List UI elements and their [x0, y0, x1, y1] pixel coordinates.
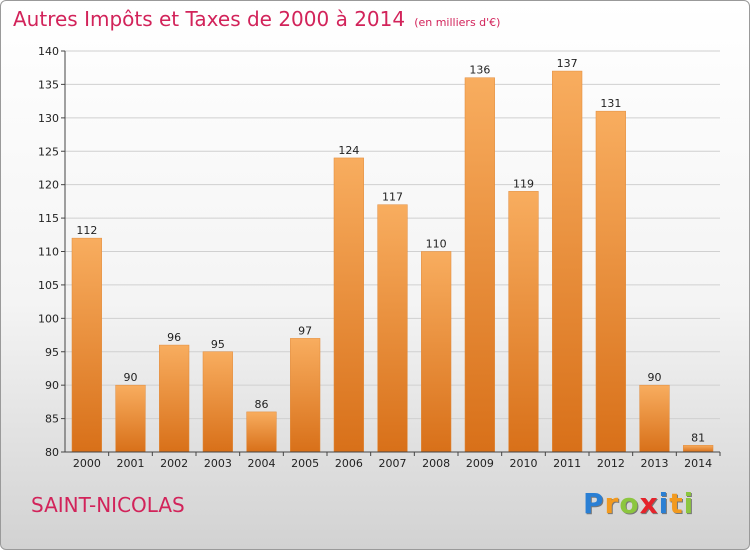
data-label: 131	[600, 97, 621, 110]
y-tick-label: 80	[45, 446, 59, 459]
x-tick-label: 2008	[422, 457, 450, 470]
bar	[464, 77, 495, 453]
data-label: 90	[124, 371, 138, 384]
x-tick-label: 2004	[248, 457, 276, 470]
x-tick-label: 2011	[553, 457, 581, 470]
proxiti-logo: Proxiti	[583, 487, 694, 520]
bar	[377, 204, 408, 453]
logo-letter: i	[683, 487, 695, 520]
chart-title-unit: (en milliers d'€)	[414, 16, 501, 29]
labels: 80 85 90 95 100 105 110 115 120 125 130 135 140 112 20…	[38, 45, 712, 470]
y-tick-label: 90	[45, 379, 59, 392]
logo-letter: x	[639, 487, 659, 520]
logo-letter: o	[619, 487, 640, 520]
logo-letter: P	[583, 487, 605, 520]
x-tick-label: 2009	[466, 457, 494, 470]
bar	[421, 251, 452, 453]
bar	[595, 110, 626, 453]
chart-title: Autres Impôts et Taxes de 2000 à 2014 (e…	[13, 7, 500, 31]
bar	[290, 338, 321, 453]
data-label: 124	[338, 144, 359, 157]
bar	[333, 157, 364, 453]
y-tick-label: 110	[38, 246, 59, 259]
y-tick-label: 130	[38, 112, 59, 125]
data-label: 96	[167, 331, 181, 344]
x-tick-label: 2003	[204, 457, 232, 470]
y-tick-label: 125	[38, 145, 59, 158]
y-tick-label: 135	[38, 78, 59, 91]
bar	[115, 384, 146, 453]
y-tick-label: 100	[38, 312, 59, 325]
axes	[61, 50, 721, 456]
logo-letter: i	[658, 487, 670, 520]
data-label: 86	[255, 398, 269, 411]
y-tick-label: 140	[38, 45, 59, 58]
x-tick-label: 2002	[160, 457, 188, 470]
y-tick-label: 120	[38, 179, 59, 192]
commune-name: SAINT-NICOLAS	[31, 493, 185, 517]
data-label: 112	[76, 224, 97, 237]
y-tick-label: 95	[45, 346, 59, 359]
x-tick-label: 2006	[335, 457, 363, 470]
bar	[159, 344, 190, 453]
bar	[246, 411, 277, 453]
bar	[683, 445, 714, 453]
chart-title-main: Autres Impôts et Taxes de 2000 à 2014	[13, 7, 406, 31]
bar	[552, 70, 583, 453]
x-tick-label: 2000	[73, 457, 101, 470]
bar	[639, 384, 670, 453]
data-label: 117	[382, 191, 403, 204]
data-label: 81	[691, 431, 705, 444]
x-tick-label: 2014	[684, 457, 712, 470]
y-tick-label: 105	[38, 279, 59, 292]
data-label: 90	[648, 371, 662, 384]
x-tick-label: 2012	[597, 457, 625, 470]
y-tick-label: 115	[38, 212, 59, 225]
x-tick-label: 2007	[379, 457, 407, 470]
y-tick-label: 85	[45, 413, 59, 426]
data-label: 97	[298, 324, 312, 337]
data-label: 136	[469, 64, 490, 77]
x-tick-label: 2010	[510, 457, 538, 470]
logo-letter: r	[604, 487, 620, 520]
x-tick-label: 2005	[291, 457, 319, 470]
data-label: 137	[557, 57, 578, 70]
bar	[202, 351, 233, 453]
bar	[71, 237, 102, 453]
logo-letter: t	[669, 487, 684, 520]
bars	[71, 70, 714, 453]
bar	[508, 191, 539, 453]
data-label: 95	[211, 338, 225, 351]
x-tick-label: 2001	[117, 457, 145, 470]
data-label: 119	[513, 177, 534, 190]
x-tick-label: 2013	[641, 457, 669, 470]
data-label: 110	[426, 238, 447, 251]
